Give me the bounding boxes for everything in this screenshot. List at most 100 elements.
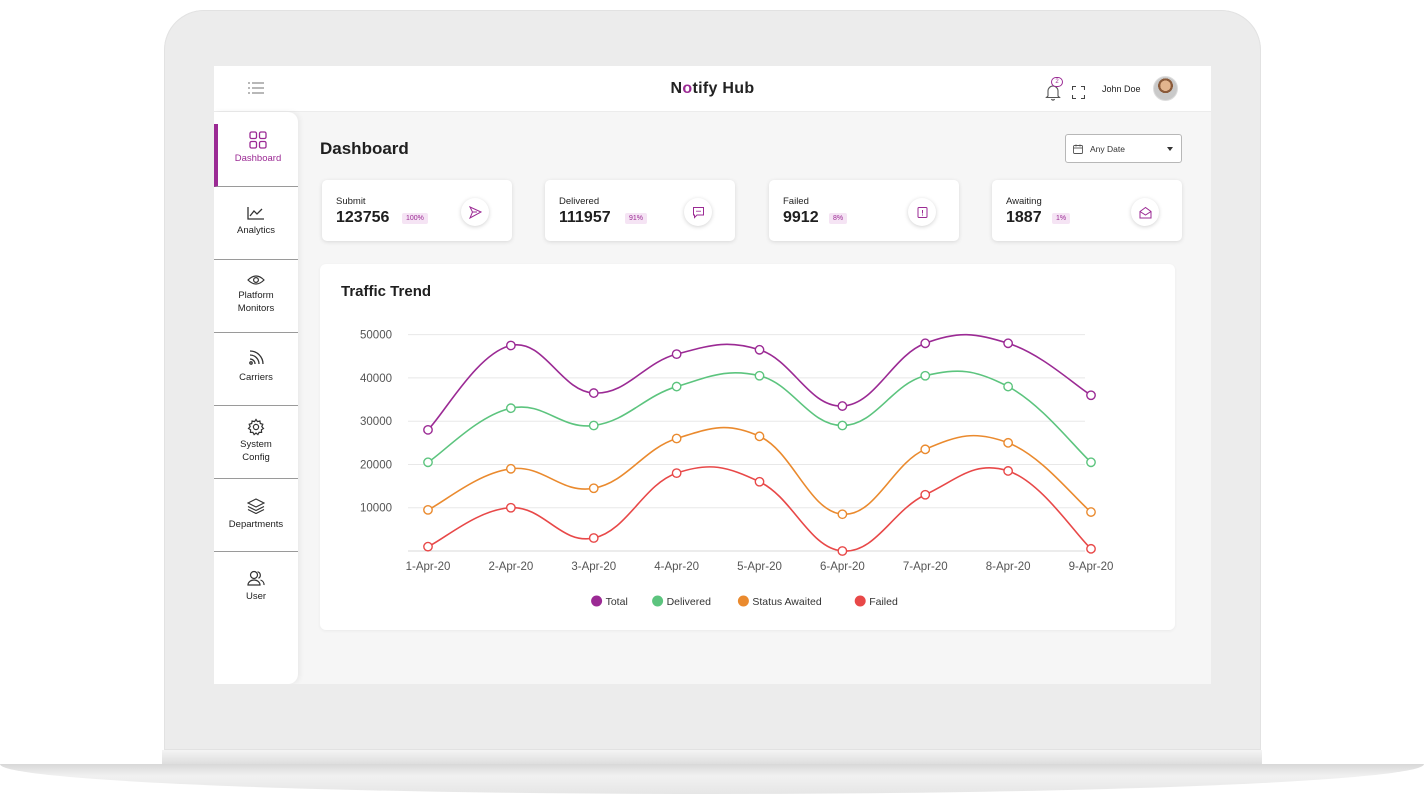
- traffic-trend-card: Traffic Trend 10000 20000 30000 40000 50000 1…: [320, 264, 1175, 630]
- sidebar-item-label: Carriers: [239, 372, 273, 383]
- y-tick-label: 20000: [360, 459, 392, 471]
- y-tick-label: 10000: [360, 503, 392, 515]
- sidebar-item-label: User: [245, 591, 267, 602]
- stat-percent-badge: 8%: [829, 213, 848, 224]
- menu-icon[interactable]: [248, 81, 264, 95]
- data-point-failed: [588, 533, 599, 543]
- data-point-status-awaited: [920, 444, 931, 455]
- data-point-status-awaited: [423, 504, 433, 515]
- stat-value: 9912: [783, 209, 819, 226]
- data-point-failed: [920, 489, 931, 500]
- user-name[interactable]: John Doe: [1102, 84, 1141, 94]
- sidebar-item-label: Platform Monitors: [237, 290, 275, 314]
- data-point-total: [837, 401, 848, 411]
- data-point-total: [1003, 338, 1014, 349]
- y-tick-label: 30000: [360, 416, 392, 428]
- sidebar-item-user[interactable]: User: [214, 552, 298, 625]
- data-point-total: [671, 349, 682, 360]
- sidebar-item-carriers[interactable]: Carriers: [214, 333, 298, 406]
- grid-icon: [249, 131, 267, 149]
- data-point-delivered: [837, 420, 848, 431]
- fullscreen-icon[interactable]: [1072, 86, 1085, 99]
- sidebar-item-analytics[interactable]: Analytics: [214, 187, 298, 260]
- y-tick-label: 50000: [360, 330, 392, 342]
- data-point-status-awaited: [754, 431, 765, 442]
- data-point-delivered: [920, 370, 931, 381]
- data-point-failed: [754, 476, 765, 487]
- x-tick-label: 7-Apr-20: [903, 561, 948, 573]
- stat-percent-badge: 100%: [402, 213, 428, 224]
- data-point-total: [1086, 390, 1096, 401]
- sidebar-item-label: Analytics: [236, 225, 275, 236]
- data-point-delivered: [588, 420, 599, 431]
- stat-value: 111957: [559, 209, 611, 226]
- gear-icon: [247, 418, 265, 436]
- data-point-delivered: [754, 370, 765, 381]
- stat-value: 1887: [1006, 209, 1042, 226]
- avatar[interactable]: [1153, 76, 1178, 101]
- send-icon: [461, 198, 489, 226]
- line-chart-icon: [247, 207, 264, 220]
- data-point-failed: [423, 541, 433, 552]
- layers-icon: [247, 498, 265, 514]
- date-filter-value: Any Date: [1090, 144, 1125, 154]
- laptop-base: [0, 750, 1424, 799]
- x-tick-label: 2-Apr-20: [489, 561, 534, 573]
- sidebar-item-label: Dashboard: [234, 153, 282, 164]
- data-point-delivered: [423, 457, 433, 468]
- x-tick-label: 9-Apr-20: [1069, 561, 1114, 573]
- sidebar-item-platform-monitors[interactable]: Platform Monitors: [214, 260, 298, 333]
- legend-marker: [737, 595, 749, 607]
- data-point-failed: [1003, 466, 1014, 476]
- x-tick-label: 3-Apr-20: [571, 561, 616, 573]
- stat-label: Failed: [783, 196, 809, 207]
- stat-percent-badge: 91%: [625, 213, 648, 224]
- data-point-total: [754, 344, 765, 355]
- x-tick-label: 1-Apr-20: [406, 561, 451, 573]
- chart-title: Traffic Trend: [341, 283, 432, 300]
- legend-marker: [854, 595, 866, 607]
- brand-logo[interactable]: Notify Hub: [214, 80, 1211, 98]
- sidebar-item-system-config[interactable]: System Config: [214, 406, 298, 479]
- chevron-down-icon: [1167, 147, 1173, 151]
- sidebar-item-label: Departments: [228, 519, 284, 530]
- message-icon: [684, 198, 712, 226]
- notification-badge: 2: [1051, 77, 1063, 87]
- sidebar-item-dashboard[interactable]: Dashboard: [214, 124, 298, 187]
- data-point-delivered: [1003, 381, 1014, 392]
- stat-percent-badge: 1%: [1052, 213, 1071, 224]
- series-line-delivered: [427, 370, 1092, 463]
- legend-label: Failed: [869, 596, 898, 608]
- data-point-status-awaited: [837, 509, 848, 520]
- series-line-total: [427, 333, 1092, 431]
- stat-card-awaiting[interactable]: Awaiting 1887 1%: [992, 180, 1182, 241]
- data-point-total: [588, 388, 599, 398]
- sidebar-item-departments[interactable]: Departments: [214, 479, 298, 552]
- eye-icon: [247, 275, 265, 285]
- stat-card-failed[interactable]: Failed 9912 8%: [769, 180, 959, 241]
- calendar-icon: [1073, 144, 1083, 154]
- legend-marker: [652, 595, 664, 607]
- data-point-failed: [505, 502, 516, 513]
- y-tick-label: 40000: [360, 373, 392, 385]
- signal-icon: [249, 350, 264, 365]
- stat-card-submit[interactable]: Submit 123756 100%: [322, 180, 512, 241]
- data-point-delivered: [671, 381, 682, 392]
- legend-label: Status Awaited: [752, 596, 821, 608]
- data-point-status-awaited: [1086, 507, 1096, 517]
- users-icon: [247, 570, 265, 586]
- data-point-failed: [671, 468, 682, 479]
- data-point-failed: [1086, 543, 1096, 554]
- date-filter-select[interactable]: Any Date: [1065, 134, 1182, 163]
- stat-card-delivered[interactable]: Delivered 111957 91%: [545, 180, 735, 241]
- data-point-delivered: [505, 403, 516, 414]
- x-tick-label: 4-Apr-20: [654, 561, 699, 573]
- data-point-status-awaited: [1003, 437, 1014, 448]
- x-tick-label: 5-Apr-20: [737, 561, 782, 573]
- data-point-total: [505, 340, 516, 351]
- data-point-total: [423, 424, 433, 435]
- data-point-status-awaited: [505, 463, 516, 474]
- data-point-delivered: [1086, 457, 1096, 468]
- top-bar: Notify Hub 2 John Doe: [214, 66, 1211, 112]
- alert-icon: [908, 198, 936, 226]
